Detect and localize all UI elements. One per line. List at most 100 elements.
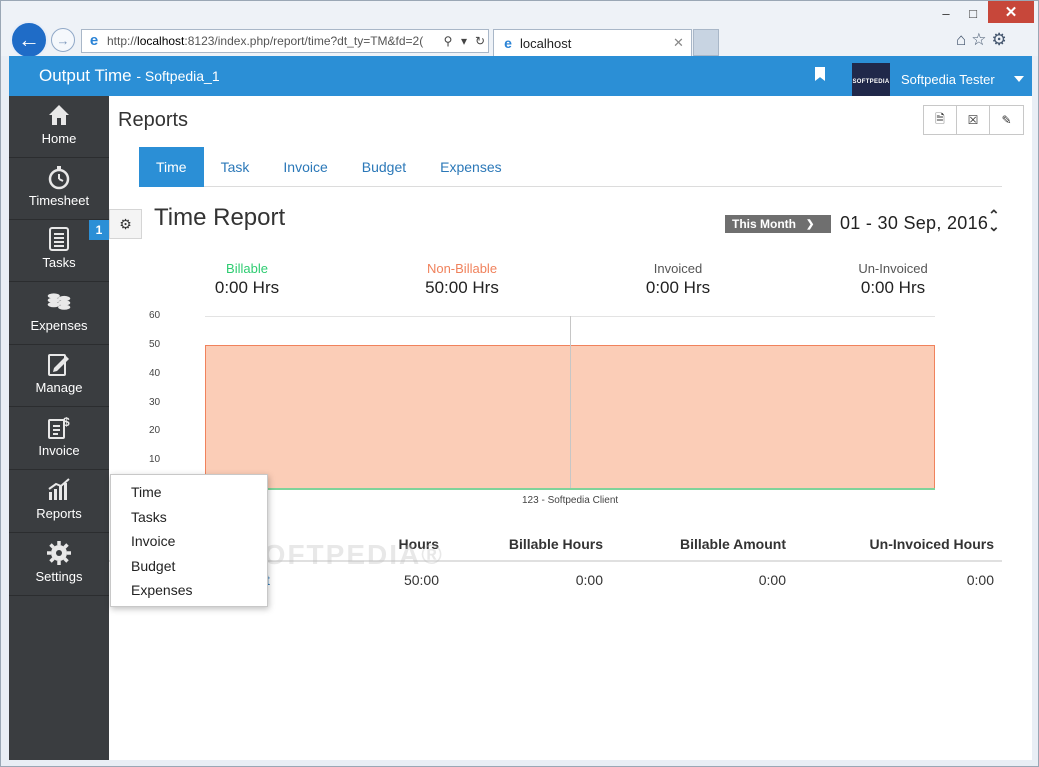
- browser-chrome: – □ ✕ ← → e http://localhost:8123/index.…: [1, 1, 1038, 59]
- y-tick-label: 50: [149, 338, 161, 350]
- report-table-header: Hours Billable Hours Billable Amount Un-…: [109, 532, 1002, 562]
- sidebar-item-timesheet[interactable]: Timesheet: [9, 158, 109, 220]
- cell-uninvoiced-hours: 0:00: [966, 572, 994, 588]
- sidebar-item-settings[interactable]: Settings: [9, 534, 109, 596]
- report-tabs: Time Task Invoice Budget Expenses: [139, 147, 1002, 187]
- summary-value: 0:00 Hrs: [214, 278, 280, 297]
- sidebar-item-home[interactable]: Home: [9, 96, 109, 158]
- back-arrow-icon[interactable]: ←: [10, 21, 48, 59]
- sidebar-item-label: Home: [41, 131, 77, 146]
- sidebar-item-expenses[interactable]: Expenses: [9, 283, 109, 345]
- invoice-icon: $: [48, 415, 70, 439]
- browser-tab[interactable]: e localhost ✕: [493, 29, 692, 56]
- chevron-down-icon[interactable]: ⌄: [988, 218, 1000, 234]
- sidebar-item-invoice[interactable]: $ Invoice: [9, 408, 109, 470]
- ie-icon: e: [504, 35, 512, 51]
- tasks-count-badge: 1: [89, 220, 109, 240]
- summary-label: Un-Invoiced: [858, 261, 928, 276]
- cell-billable-amount: 0:00: [758, 572, 786, 588]
- refresh-icon[interactable]: ↻: [474, 34, 486, 48]
- x-category-label: 123 - Softpedia Client: [522, 495, 619, 506]
- svg-text:$: $: [63, 415, 70, 429]
- summary-uninvoiced: Un-Invoiced 0:00 Hrs: [808, 261, 978, 298]
- sidebar-item-label: Settings: [35, 569, 83, 584]
- tools-gear-icon[interactable]: ⚙: [991, 30, 1007, 49]
- cell-billable-hours: 0:00: [575, 572, 603, 588]
- bookmark-icon[interactable]: [815, 67, 825, 81]
- summary-value: 0:00 Hrs: [645, 278, 711, 297]
- chevron-down-icon: ❯: [805, 218, 815, 230]
- sidebar-item-label: Tasks: [42, 255, 76, 270]
- chart-icon: [48, 478, 70, 500]
- tab-expenses[interactable]: Expenses: [440, 159, 502, 175]
- home-icon[interactable]: ⌂: [956, 30, 967, 49]
- sidebar-item-label: Manage: [35, 380, 83, 395]
- sidebar-item-reports[interactable]: Reports: [9, 471, 109, 533]
- watermark: SOFTPEDIA®: [243, 539, 444, 570]
- summary-invoiced: Invoiced 0:00 Hrs: [593, 261, 763, 298]
- app-brand[interactable]: Output Time - Softpedia_1: [39, 66, 220, 86]
- billable-line[interactable]: [205, 488, 935, 490]
- main-content: Reports 🗎 ☒ ✎ Time Task Invoice Budget E…: [109, 96, 1032, 760]
- summary-value: 50:00 Hrs: [425, 278, 499, 297]
- sidebar-item-manage[interactable]: Manage: [9, 345, 109, 407]
- tab-invoice[interactable]: Invoice: [283, 159, 328, 175]
- user-menu-caret-icon[interactable]: [1014, 76, 1024, 82]
- summary-label: Billable: [226, 261, 268, 276]
- app-header: Output Time - Softpedia_1 SOFTPEDIA Soft…: [9, 56, 1032, 100]
- export-pdf-icon[interactable]: ✎: [1001, 113, 1012, 127]
- reports-menu: Time Tasks Invoice Budget Expenses: [110, 474, 268, 607]
- column-header-hours[interactable]: Hours: [398, 536, 439, 552]
- browser-toolbar: ⌂ ☆ ⚙: [956, 30, 1007, 50]
- edit-icon: [48, 354, 69, 376]
- address-bar[interactable]: e http://localhost:8123/index.php/report…: [81, 29, 489, 53]
- y-tick-label: 10: [149, 454, 161, 466]
- reports-menu-item-time[interactable]: Time: [131, 484, 162, 500]
- range-dropdown-button[interactable]: This Month ❯: [725, 215, 831, 233]
- sidebar-item-label: Invoice: [38, 443, 80, 458]
- sidebar-item-label: Expenses: [30, 318, 88, 333]
- search-icon[interactable]: ⚲: [443, 34, 453, 48]
- date-stepper[interactable]: ⌃ ⌄: [988, 207, 1000, 234]
- app-name: Output Time: [39, 66, 132, 85]
- report-title: Time Report: [154, 204, 286, 231]
- column-header-billable-amount[interactable]: Billable Amount: [679, 536, 786, 552]
- avatar[interactable]: SOFTPEDIA: [852, 63, 890, 100]
- y-tick-label: 20: [149, 425, 161, 437]
- sidebar-item-tasks[interactable]: Tasks: [9, 220, 109, 282]
- chevron-up-icon[interactable]: ⌃: [988, 207, 1000, 223]
- tab-time[interactable]: Time: [139, 147, 204, 187]
- export-buttons: 🗎 ☒ ✎: [923, 105, 1024, 135]
- y-tick-label: 40: [149, 367, 161, 379]
- category-marker-line: [570, 316, 571, 489]
- export-document-icon[interactable]: 🗎: [924, 106, 957, 134]
- window-close-icon[interactable]: ✕: [988, 1, 1034, 23]
- coins-icon: [47, 293, 71, 310]
- address-url[interactable]: http://localhost:8123/index.php/report/t…: [107, 34, 424, 48]
- reports-menu-item-expenses[interactable]: Expenses: [131, 582, 193, 598]
- cell-hours: 50:00: [403, 572, 439, 588]
- tab-close-icon[interactable]: ✕: [673, 35, 684, 50]
- ie-icon: e: [89, 32, 99, 49]
- maximize-icon[interactable]: □: [969, 5, 977, 21]
- tab-task[interactable]: Task: [220, 159, 250, 175]
- tab-budget[interactable]: Budget: [361, 159, 407, 175]
- export-excel-icon[interactable]: ☒: [957, 106, 990, 134]
- user-name[interactable]: Softpedia Tester: [901, 72, 995, 87]
- column-header-uninvoiced-hours[interactable]: Un-Invoiced Hours: [869, 536, 994, 552]
- new-tab-button[interactable]: [693, 29, 719, 56]
- column-header-billable-hours[interactable]: Billable Hours: [508, 536, 603, 552]
- reports-menu-item-tasks[interactable]: Tasks: [131, 508, 167, 525]
- summary-label: Non-Billable: [426, 261, 498, 276]
- dropdown-icon[interactable]: ▾: [460, 34, 468, 48]
- minimize-icon[interactable]: –: [942, 5, 950, 21]
- sidebar-item-label: Reports: [36, 506, 82, 521]
- forward-arrow-icon[interactable]: →: [51, 28, 75, 52]
- workspace-name: - Softpedia_1: [136, 68, 220, 84]
- favorites-star-icon[interactable]: ☆: [971, 30, 987, 49]
- home-icon: [49, 105, 69, 125]
- reports-menu-item-budget[interactable]: Budget: [131, 557, 176, 574]
- reports-menu-item-invoice[interactable]: Invoice: [131, 533, 176, 549]
- report-settings-gear-icon[interactable]: ⚙: [109, 209, 142, 239]
